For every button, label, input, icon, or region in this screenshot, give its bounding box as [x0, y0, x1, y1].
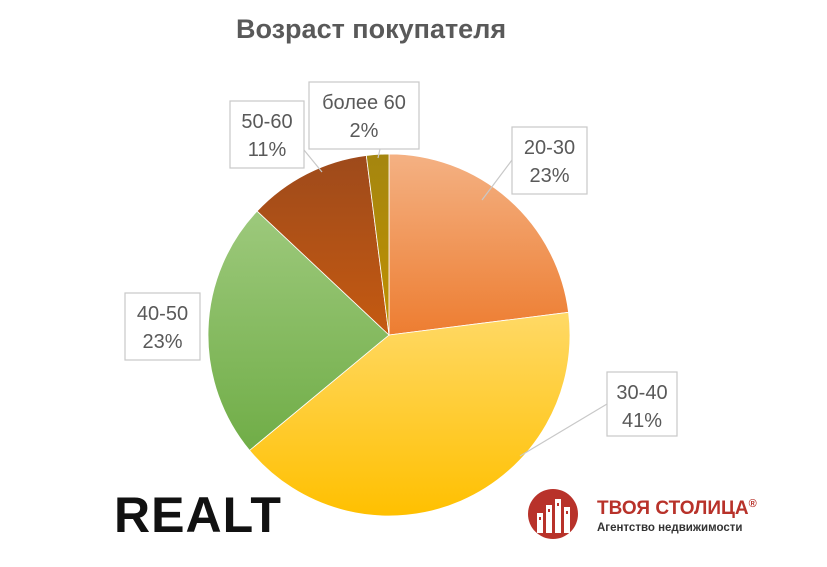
tvoya-stolitsa-subtitle: Агентство недвижимости: [597, 522, 743, 534]
slice-category-label: 40-50: [137, 303, 188, 325]
leader-line: [303, 149, 323, 173]
slice-percent-label: 11%: [248, 139, 287, 161]
registered-mark: ®: [748, 498, 757, 510]
data-label-box: [511, 126, 588, 195]
chart-title: Возраст покупателя: [236, 14, 507, 44]
slice-percent-label: 23%: [529, 165, 569, 187]
pie-slice-20-30: [388, 153, 570, 336]
building-emblem-icon: [528, 489, 578, 539]
tvoya-stolitsa-name: ТВОЯ СТОЛИЦА®: [597, 498, 757, 520]
slice-percent-label: 23%: [142, 331, 182, 353]
tvoya-stolitsa-logo: ТВОЯ СТОЛИЦА® Агентство недвижимости: [527, 489, 787, 539]
slice-category-label: 30-40: [616, 382, 667, 404]
realt-logo: REALT: [114, 487, 282, 543]
slice-category-label: 20-30: [524, 137, 575, 159]
slice-category-label: 50-60: [241, 111, 292, 133]
pie-slice-40-50: [207, 210, 390, 451]
data-label-box: [124, 292, 201, 361]
data-label-box: [229, 100, 305, 169]
leader-line: [481, 159, 513, 201]
pie-slice-более-60: [365, 153, 390, 336]
slice-percent-label: 41%: [622, 410, 662, 432]
pie-slice-30-40: [248, 311, 571, 517]
slice-percent-label: 2%: [350, 120, 379, 142]
tvoya-stolitsa-title: ТВОЯ СТОЛИЦА: [597, 498, 749, 519]
slice-category-label: более 60: [322, 92, 406, 114]
data-label-box: [606, 371, 678, 437]
leader-line: [519, 403, 608, 457]
data-label-box: [308, 81, 420, 150]
pie-slice-50-60: [256, 154, 390, 337]
leader-line: [377, 148, 381, 159]
